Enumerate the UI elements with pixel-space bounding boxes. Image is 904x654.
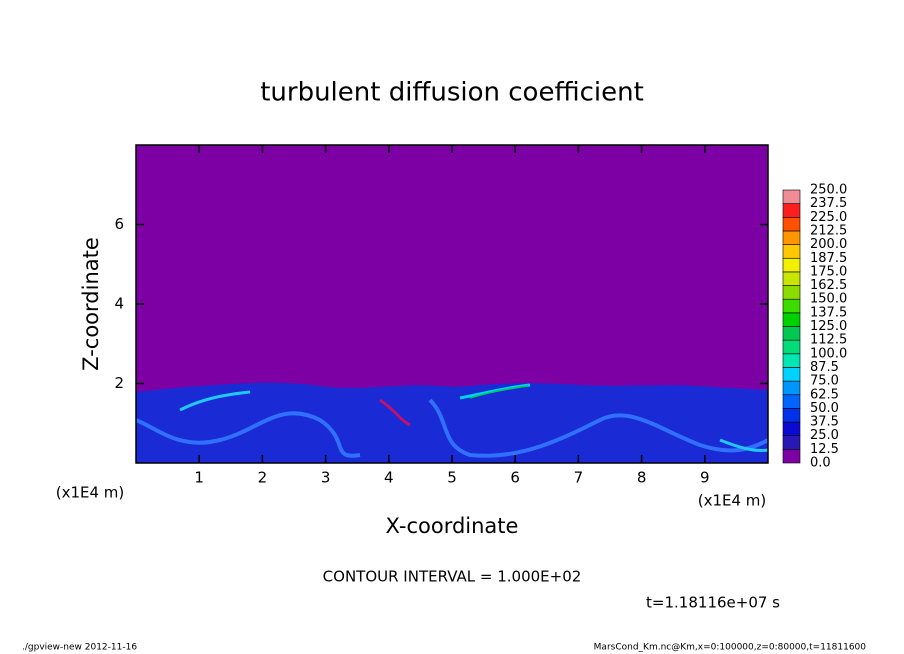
colorbar-box bbox=[782, 353, 801, 368]
colorbar-label: 237.5 bbox=[810, 196, 847, 211]
colorbar-label: 187.5 bbox=[810, 251, 847, 266]
colorbar-label: 0.0 bbox=[810, 456, 831, 471]
colorbar-box bbox=[782, 244, 801, 259]
contour-interval: CONTOUR INTERVAL = 1.000E+02 bbox=[323, 568, 582, 586]
time-label: t=1.18116e+07 s bbox=[646, 594, 780, 612]
colorbar-label: 150.0 bbox=[810, 292, 847, 307]
colorbar-box bbox=[782, 380, 801, 396]
colorbar-box bbox=[782, 326, 801, 341]
colorbar-box bbox=[782, 298, 801, 314]
x-tick-label: 4 bbox=[384, 469, 394, 487]
x-tick-label: 3 bbox=[321, 469, 331, 487]
colorbar-box bbox=[782, 203, 801, 218]
colorbar-label: 25.0 bbox=[810, 428, 839, 443]
colorbar-box bbox=[782, 189, 801, 204]
y-tick-label: 2 bbox=[114, 374, 124, 392]
colorbar-label: 37.5 bbox=[810, 415, 839, 430]
colorbar-box bbox=[782, 449, 801, 464]
colorbar-box bbox=[782, 312, 801, 327]
colorbar-box bbox=[782, 421, 801, 436]
field-swirl bbox=[719, 438, 769, 452]
colorbar-label: 87.5 bbox=[810, 360, 839, 375]
footer-right: MarsCond_Km.nc@Km,x=0:100000,z=0:80000,t… bbox=[594, 643, 867, 653]
colorbar-label: 12.5 bbox=[810, 442, 839, 457]
footer-left: ./gpview-new 2012-11-16 bbox=[22, 643, 137, 653]
colorbar-label: 250.0 bbox=[810, 183, 847, 198]
colorbar-label: 200.0 bbox=[810, 237, 847, 252]
field-swirl bbox=[379, 398, 411, 427]
colorbar-label: 212.5 bbox=[810, 223, 847, 238]
colorbar-box bbox=[782, 271, 801, 286]
colorbar-box bbox=[782, 339, 801, 355]
field-swirl bbox=[428, 398, 769, 458]
colorbar-box bbox=[782, 367, 801, 382]
colorbar-label: 100.0 bbox=[810, 346, 847, 361]
x-axis-label: X-coordinate bbox=[386, 514, 519, 538]
x-tick-label: 6 bbox=[510, 469, 520, 487]
field-swirl bbox=[135, 411, 361, 458]
colorbar-label: 225.0 bbox=[810, 210, 847, 225]
x-tick-label: 9 bbox=[700, 469, 710, 487]
field-swirl bbox=[469, 385, 529, 399]
x-unit-right: (x1E4 m) bbox=[698, 492, 767, 510]
colorbar-box bbox=[782, 217, 801, 232]
field-swirl bbox=[179, 390, 251, 412]
colorbar-box bbox=[782, 408, 801, 423]
colorbar-label: 62.5 bbox=[810, 387, 839, 402]
x-tick-label: 5 bbox=[447, 469, 457, 487]
x-unit: (x1E4 m) bbox=[56, 484, 125, 502]
colorbar-label: 162.5 bbox=[810, 278, 847, 293]
colorbar-label: 137.5 bbox=[810, 305, 847, 320]
colorbar-label: 75.0 bbox=[810, 374, 839, 389]
colorbar-label: 125.0 bbox=[810, 319, 847, 334]
y-tick-label: 4 bbox=[114, 295, 124, 313]
plot-area bbox=[135, 144, 769, 464]
x-tick-label: 2 bbox=[258, 469, 268, 487]
colorbar-box bbox=[782, 394, 801, 409]
colorbar-label: 50.0 bbox=[810, 401, 839, 416]
colorbar-label: 112.5 bbox=[810, 333, 847, 348]
y-tick-label: 6 bbox=[114, 215, 124, 233]
colorbar-label: 175.0 bbox=[810, 264, 847, 279]
colorbar-box bbox=[782, 435, 801, 450]
colorbar-box bbox=[782, 285, 801, 300]
y-axis-label: Z-coordinate bbox=[79, 237, 103, 371]
x-tick-label: 1 bbox=[194, 469, 204, 487]
field-lower-layer bbox=[136, 382, 768, 463]
colorbar-box bbox=[782, 230, 801, 245]
colorbar-box bbox=[782, 257, 801, 273]
x-tick-label: 7 bbox=[574, 469, 584, 487]
x-tick-label: 8 bbox=[637, 469, 647, 487]
chart-title: turbulent diffusion coefficient bbox=[260, 78, 644, 108]
